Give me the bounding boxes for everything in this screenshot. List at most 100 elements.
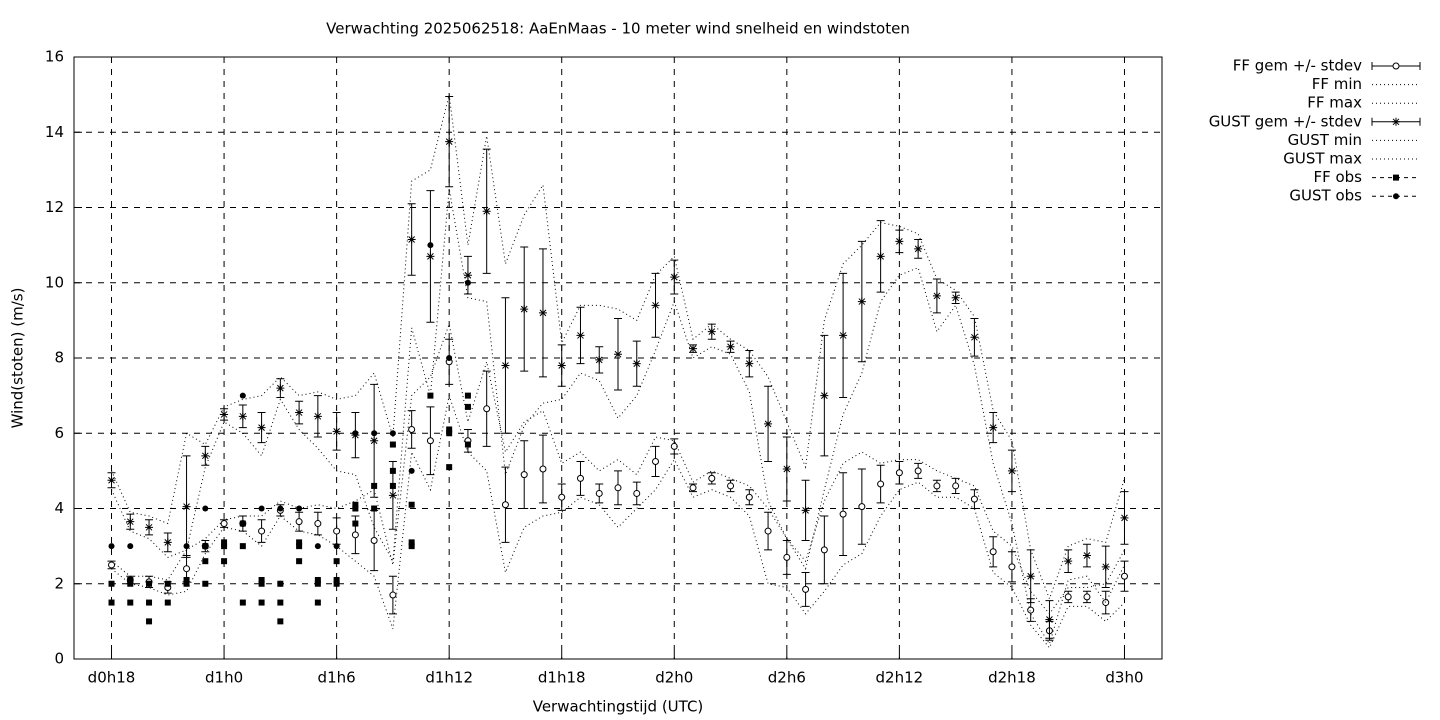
y-tick-label: 2: [54, 574, 64, 592]
legend-marker: [1392, 117, 1400, 126]
marker: [221, 543, 228, 550]
marker: [614, 484, 622, 492]
marker: [801, 506, 810, 515]
marker: [164, 580, 171, 587]
marker: [446, 355, 453, 361]
marker: [576, 474, 584, 482]
marker: [221, 558, 228, 565]
y-tick-label: 10: [45, 273, 64, 291]
marker: [408, 501, 415, 508]
marker: [858, 503, 866, 511]
marker: [182, 502, 191, 511]
legend-marker: [1393, 174, 1399, 181]
marker: [332, 427, 341, 436]
marker: [146, 580, 153, 587]
marker: [689, 344, 698, 353]
marker: [408, 467, 415, 474]
marker: [295, 408, 304, 417]
marker: [407, 235, 416, 244]
marker: [520, 305, 529, 314]
marker: [951, 293, 960, 302]
marker: [370, 536, 378, 544]
legend-item: FF obs: [1313, 168, 1420, 186]
marker: [258, 580, 265, 587]
legend-marker: [1393, 193, 1399, 200]
marker: [895, 469, 903, 477]
marker: [277, 580, 284, 587]
marker: [1082, 551, 1091, 560]
marker: [352, 501, 359, 508]
marker: [352, 430, 359, 437]
marker: [146, 618, 153, 625]
marker: [651, 301, 660, 310]
marker: [389, 591, 397, 599]
marker: [202, 558, 209, 565]
y-tick-label: 14: [45, 123, 64, 141]
marker: [127, 576, 134, 583]
marker: [371, 505, 378, 512]
marker: [370, 436, 379, 445]
marker: [258, 576, 265, 583]
marker: [296, 558, 303, 565]
marker: [595, 355, 604, 364]
marker: [464, 403, 471, 410]
marker: [371, 482, 378, 489]
marker: [220, 410, 229, 419]
marker: [614, 350, 622, 359]
marker: [820, 391, 829, 400]
marker: [501, 501, 509, 509]
marker: [1007, 466, 1016, 475]
x-tick-label: d2h0: [655, 669, 693, 687]
marker: [989, 548, 997, 556]
marker: [333, 527, 341, 535]
line: [111, 188, 1125, 646]
marker: [202, 580, 209, 587]
marker: [670, 273, 679, 282]
x-tick-label: d0h18: [88, 669, 136, 687]
marker: [764, 527, 772, 535]
marker: [933, 482, 941, 490]
marker: [183, 580, 190, 587]
marker: [221, 539, 228, 546]
legend-label: GUST obs: [1289, 187, 1362, 205]
marker: [183, 576, 190, 583]
marker: [258, 599, 265, 606]
marker: [427, 392, 434, 399]
x-tick-label: d1h18: [538, 669, 586, 687]
marker: [201, 451, 210, 460]
marker: [389, 467, 396, 474]
legend-item: GUST obs: [1289, 187, 1420, 205]
marker: [464, 279, 471, 286]
marker: [1120, 572, 1128, 580]
marker: [408, 543, 415, 550]
marker: [914, 467, 922, 475]
marker: [352, 505, 359, 512]
x-tick-label: d2h12: [876, 669, 924, 687]
marker: [276, 384, 285, 393]
marker: [314, 580, 321, 587]
marker: [820, 546, 828, 554]
marker: [708, 474, 716, 482]
marker: [1064, 557, 1073, 566]
marker: [1026, 572, 1035, 581]
marker: [1102, 599, 1110, 607]
marker: [1027, 606, 1035, 614]
marker: [446, 464, 453, 471]
legend-label: GUST min: [1288, 131, 1362, 149]
marker: [782, 464, 791, 473]
marker: [932, 291, 941, 300]
marker: [108, 599, 115, 606]
marker: [277, 505, 284, 512]
marker: [164, 599, 171, 606]
marker: [258, 527, 266, 535]
marker: [783, 553, 791, 561]
x-tick-label: d1h6: [318, 669, 356, 687]
marker: [689, 484, 697, 492]
marker: [857, 297, 866, 306]
marker: [202, 543, 209, 550]
x-tick-label: d2h6: [768, 669, 806, 687]
marker: [727, 482, 735, 490]
marker: [1101, 562, 1110, 571]
legend-label: GUST gem +/- stdev: [1209, 112, 1362, 130]
